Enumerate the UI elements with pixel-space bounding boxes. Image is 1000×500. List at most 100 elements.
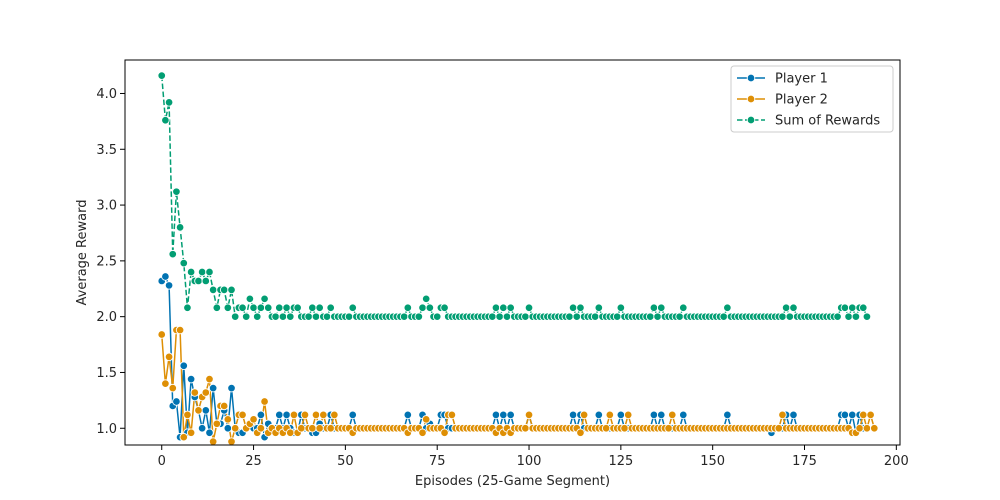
data-point (186, 267, 196, 277)
data-point (293, 303, 302, 312)
data-point (205, 374, 214, 384)
data-point (623, 410, 633, 420)
y-axis: 1.0 1.5 2.0 2.5 3.0 3.5 4.0 (96, 87, 125, 437)
data-point (227, 437, 236, 446)
data-point (521, 312, 530, 321)
data-point (348, 303, 357, 312)
data-point (414, 312, 424, 321)
data-point (212, 419, 222, 429)
data-point (447, 410, 457, 420)
x-tick-label: 150 (700, 454, 725, 469)
data-point (848, 410, 857, 420)
data-point (175, 223, 185, 232)
data-point (157, 71, 166, 80)
data-point (205, 267, 214, 277)
data-point (521, 424, 530, 433)
data-point (862, 312, 872, 321)
data-point (859, 410, 868, 420)
data-point (286, 428, 295, 437)
data-point (605, 410, 615, 420)
y-tick-label: 1.0 (96, 422, 117, 437)
data-point (183, 410, 192, 420)
data-point (855, 424, 864, 433)
data-point (278, 312, 288, 321)
data-point (208, 285, 218, 295)
data-point (649, 410, 659, 420)
data-point (208, 437, 218, 446)
data-point (230, 312, 240, 321)
data-point (223, 424, 233, 433)
x-axis: 0 25 50 75 100 125 150 175 200 (158, 445, 909, 469)
data-point (844, 312, 853, 321)
data-point (315, 303, 324, 312)
data-point (491, 410, 501, 420)
x-tick-label: 200 (884, 454, 909, 469)
data-point (403, 303, 413, 312)
legend-marker (746, 73, 756, 83)
data-point (256, 410, 266, 420)
y-tick-label: 2.0 (96, 310, 117, 325)
data-point (205, 428, 214, 437)
legend-label: Player 2 (775, 93, 828, 108)
data-point (308, 303, 317, 312)
data-point (282, 303, 291, 312)
data-point (848, 303, 857, 312)
data-point (208, 383, 218, 393)
data-point (495, 312, 504, 321)
data-point (168, 383, 177, 393)
data-point (297, 424, 306, 433)
data-point (311, 410, 321, 420)
series-markers (157, 71, 879, 446)
data-point (789, 410, 798, 420)
data-point (260, 397, 269, 406)
data-point (264, 303, 273, 312)
data-point (778, 410, 787, 420)
y-tick-label: 3.0 (96, 199, 117, 214)
y-axis-title: Average Reward (75, 200, 90, 306)
data-point (179, 258, 189, 268)
data-point (172, 187, 181, 196)
data-point (781, 303, 791, 312)
data-point (304, 312, 313, 321)
x-tick-label: 0 (158, 454, 166, 469)
data-point (164, 281, 174, 290)
data-point (249, 303, 258, 312)
data-point (679, 303, 688, 312)
data-point (440, 428, 449, 437)
data-point (260, 294, 269, 304)
data-point (679, 410, 688, 420)
data-point (322, 312, 332, 321)
data-point (245, 294, 255, 304)
data-point (851, 312, 861, 321)
data-point (286, 312, 295, 321)
plot-frame (124, 59, 901, 446)
y-tick-label: 1.5 (96, 366, 117, 381)
data-point (164, 98, 174, 107)
data-point (311, 312, 321, 321)
data-point (866, 410, 875, 420)
data-point (186, 374, 196, 384)
data-point (506, 303, 515, 312)
data-point (344, 312, 354, 321)
data-point (499, 303, 508, 312)
data-point (190, 388, 200, 397)
data-point (645, 312, 655, 321)
data-point (778, 312, 787, 321)
data-point (576, 428, 585, 437)
data-point (657, 410, 666, 420)
data-point (201, 276, 211, 286)
data-point (179, 361, 189, 371)
x-tick-label: 75 (429, 454, 446, 469)
data-point (201, 406, 211, 415)
data-point (194, 276, 203, 286)
data-point (326, 303, 335, 312)
data-point (568, 303, 578, 312)
data-point (161, 379, 170, 388)
data-point (330, 410, 339, 420)
data-point (172, 397, 181, 406)
data-point (223, 303, 233, 312)
data-point (175, 325, 185, 335)
data-point (657, 303, 666, 312)
data-point (348, 410, 357, 420)
